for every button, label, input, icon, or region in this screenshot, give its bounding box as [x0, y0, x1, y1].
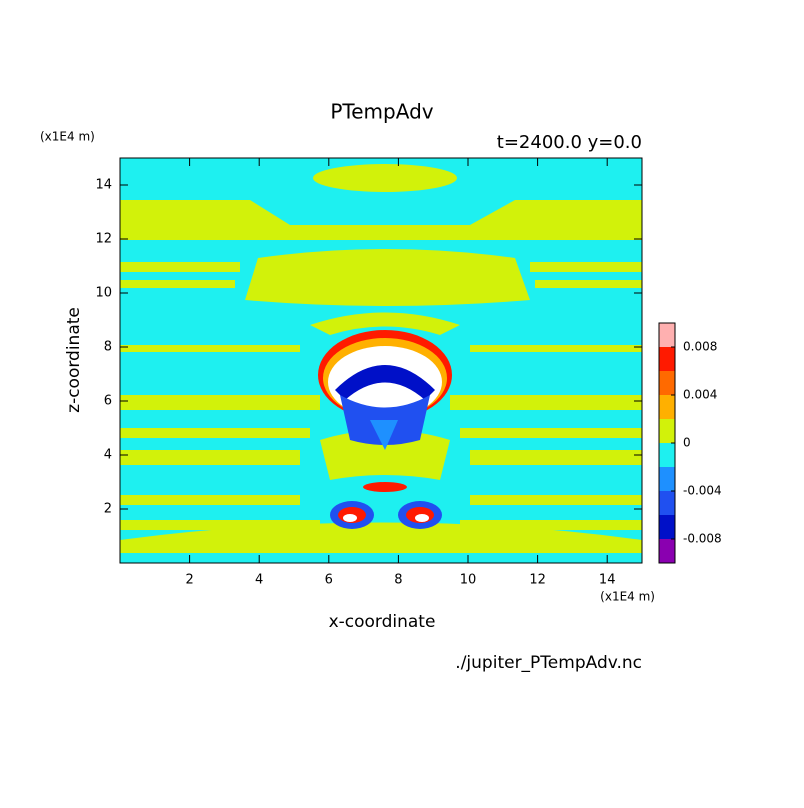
footer: ./jupiter_PTempAdv.nc: [455, 653, 642, 673]
region: [363, 482, 407, 492]
colorbar-tick-label: 0: [683, 436, 691, 450]
colorbar-bin: [659, 491, 675, 515]
colorbar-bin: [659, 371, 675, 395]
y-tick-label: 6: [104, 394, 112, 409]
x-tick-label: 4: [255, 573, 263, 588]
colorbar-bin: [659, 443, 675, 467]
y-tick-label: 8: [104, 340, 112, 355]
x-tick-label: 14: [599, 573, 616, 588]
colorbar-bin: [659, 347, 675, 371]
colorbar-tick-label: -0.004: [683, 484, 722, 498]
contour-field: [120, 158, 642, 563]
region: [245, 249, 530, 306]
x-tick-label: 6: [325, 573, 333, 588]
x-unit: (x1E4 m): [600, 590, 655, 604]
region: [120, 200, 642, 240]
colorbar-tick-label: -0.008: [683, 532, 722, 546]
colorbar-tick-label: 0.004: [683, 388, 717, 402]
colorbar-bin: [659, 515, 675, 539]
region: [370, 420, 398, 450]
x-tick-label: 2: [185, 573, 193, 588]
x-axis-label: x-coordinate: [329, 612, 436, 632]
y-axis-label: z-coordinate: [64, 307, 84, 413]
y-tick-label: 14: [95, 178, 112, 193]
colorbar-bin: [659, 419, 675, 443]
colorbar-bin: [659, 323, 675, 347]
region: [343, 514, 357, 522]
region: [310, 312, 460, 335]
colorbar-bin: [659, 395, 675, 419]
y-tick-label: 12: [95, 232, 112, 247]
x-tick-label: 10: [460, 573, 477, 588]
y-tick-label: 2: [104, 502, 112, 517]
plot-frame: [119, 157, 643, 564]
region: [120, 262, 642, 288]
colorbar-bin: [659, 467, 675, 491]
colorbar-tick-label: 0.008: [683, 340, 717, 354]
y-tick-label: 4: [104, 448, 112, 463]
x-tick-label: 12: [529, 573, 546, 588]
region: [320, 430, 450, 480]
colorbar-bin: [659, 539, 675, 563]
y-tick-label: 10: [95, 286, 112, 301]
region: [120, 522, 642, 553]
x-tick-label: 8: [394, 573, 402, 588]
region: [120, 345, 642, 530]
region: [313, 164, 457, 192]
region: [335, 365, 435, 400]
y-unit: (x1E4 m): [40, 130, 95, 144]
chart-subtitle: t=2400.0 y=0.0: [497, 132, 642, 153]
region: [415, 514, 429, 522]
chart-title: PTempAdv: [330, 100, 433, 124]
